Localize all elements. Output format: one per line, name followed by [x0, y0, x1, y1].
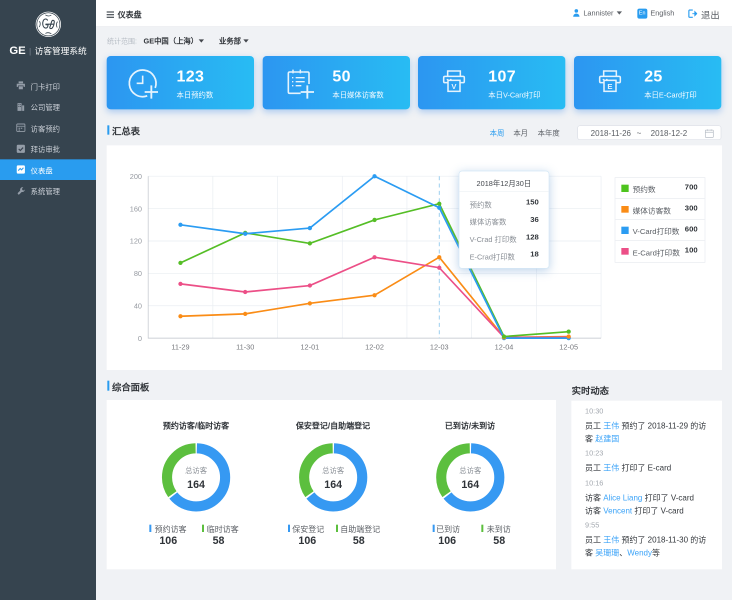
svg-text:12-03: 12-03: [430, 342, 449, 351]
svg-text:12-04: 12-04: [494, 342, 513, 351]
svg-text:总访客: 总访客: [322, 466, 345, 475]
svg-text:总访客: 总访客: [459, 466, 482, 475]
svg-text:0: 0: [138, 333, 142, 342]
svg-text:11-29: 11-29: [171, 342, 189, 351]
svg-text:164: 164: [187, 479, 205, 491]
svg-text:200: 200: [130, 172, 142, 181]
svg-text:E: E: [608, 82, 613, 91]
svg-text:160: 160: [130, 204, 142, 213]
svg-text:40: 40: [134, 301, 142, 310]
svg-text:12-02: 12-02: [365, 342, 384, 351]
svg-text:V: V: [452, 82, 458, 91]
svg-text:80: 80: [134, 269, 142, 278]
svg-text:12-01: 12-01: [300, 342, 319, 351]
svg-text:164: 164: [461, 479, 479, 491]
svg-text:11-30: 11-30: [236, 342, 254, 351]
svg-text:164: 164: [324, 479, 342, 491]
svg-text:总访客: 总访客: [185, 466, 208, 475]
svg-text:120: 120: [130, 236, 142, 245]
svg-text:12-05: 12-05: [559, 342, 578, 351]
